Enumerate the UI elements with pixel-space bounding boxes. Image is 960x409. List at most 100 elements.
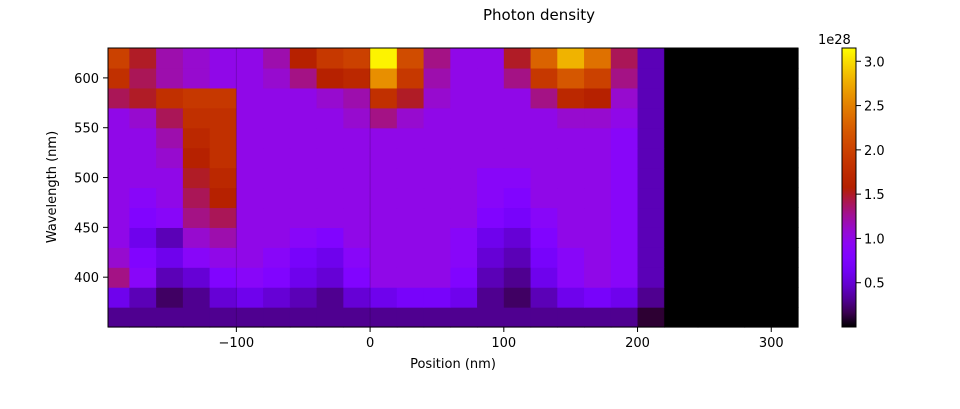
heatmap-cell	[316, 107, 344, 129]
heatmap-cell	[343, 67, 371, 89]
colorbar-gradient	[841, 47, 857, 328]
heatmap-cell	[209, 307, 237, 328]
heatmap-cell	[530, 67, 558, 89]
heatmap-cell	[209, 127, 237, 149]
heatmap-cell	[236, 287, 264, 308]
heatmap-cell	[182, 167, 211, 189]
heatmap-cell	[129, 247, 157, 268]
heatmap-cell	[316, 207, 344, 228]
heatmap-cell	[209, 187, 237, 209]
heatmap-cell	[610, 67, 639, 89]
heatmap-cell	[396, 147, 425, 169]
heatmap-cell	[530, 147, 558, 169]
heatmap-cell	[316, 48, 344, 69]
heatmap-cell	[610, 247, 639, 268]
heatmap-cell	[129, 207, 157, 228]
heatmap-cell	[503, 67, 532, 89]
heatmap-cell	[477, 147, 505, 169]
heatmap-cell	[108, 48, 130, 69]
heatmap-cell	[584, 307, 612, 328]
heatmap-cell	[664, 87, 699, 109]
heatmap-cell	[697, 67, 746, 89]
heatmap-cell	[370, 307, 398, 328]
heatmap-cell	[697, 247, 746, 268]
heatmap-cell	[108, 67, 130, 89]
heatmap-cell	[370, 227, 398, 248]
heatmap-cell	[664, 307, 699, 328]
heatmap-cell	[263, 107, 291, 129]
heatmap-cell	[343, 247, 371, 268]
heatmap-cell	[477, 267, 505, 288]
heatmap-cell	[744, 247, 799, 268]
heatmap-cell	[697, 127, 746, 149]
heatmap-cell	[289, 147, 318, 169]
heatmap-cell	[108, 227, 130, 248]
heatmap-cell	[423, 187, 451, 209]
heatmap-cell	[289, 267, 318, 288]
heatmap-cell	[503, 287, 532, 308]
heatmap-cell	[236, 107, 264, 129]
y-axis-label: Wavelength (nm)	[45, 131, 60, 243]
heatmap-cell	[396, 107, 425, 129]
heatmap-cell	[370, 187, 398, 209]
heatmap-cell	[343, 267, 371, 288]
heatmap-cell	[584, 207, 612, 228]
heatmap-cell	[129, 227, 157, 248]
heatmap-cell	[423, 207, 451, 228]
heatmap-cell	[503, 187, 532, 209]
heatmap-cell	[450, 187, 478, 209]
heatmap-cell	[744, 167, 799, 189]
heatmap-cell	[664, 107, 699, 129]
heatmap-cell	[450, 107, 478, 129]
heatmap-cell	[263, 48, 291, 69]
heatmap-cell	[477, 307, 505, 328]
heatmap-cell	[316, 287, 344, 308]
heatmap-cell	[744, 87, 799, 109]
heatmap-cell	[530, 227, 558, 248]
heatmap-cell	[557, 227, 585, 248]
heatmap-cell	[584, 107, 612, 129]
heatmap-cell	[664, 287, 699, 308]
heatmap-cell	[289, 227, 318, 248]
heatmap-cell	[289, 107, 318, 129]
heatmap-cell	[129, 87, 157, 109]
heatmap-cell	[423, 167, 451, 189]
heatmap-cell	[557, 87, 585, 109]
heatmap-cell	[289, 247, 318, 268]
heatmap-cell	[182, 87, 211, 109]
heatmap-cell	[108, 167, 130, 189]
heatmap-cell	[182, 287, 211, 308]
heatmap-cell	[584, 227, 612, 248]
heatmap-cell	[108, 127, 130, 149]
heatmap-cell	[610, 167, 639, 189]
heatmap-cell	[343, 107, 371, 129]
heatmap-cell	[289, 167, 318, 189]
heatmap-cell	[664, 167, 699, 189]
heatmap-cell	[557, 48, 585, 69]
heatmap-cell	[423, 267, 451, 288]
heatmap-cell	[744, 48, 799, 69]
heatmap-cell	[209, 67, 237, 89]
heatmap-cell	[396, 247, 425, 268]
heatmap-cell	[263, 187, 291, 209]
heatmap-cell	[316, 127, 344, 149]
heatmap-cell	[263, 127, 291, 149]
heatmap-cell	[477, 87, 505, 109]
heatmap-cell	[182, 267, 211, 288]
heatmap-cell	[396, 87, 425, 109]
heatmap-cell	[289, 307, 318, 328]
heatmap-cell	[530, 307, 558, 328]
heatmap-cell	[450, 307, 478, 328]
y-tick-label: 450	[74, 221, 99, 236]
heatmap-cell	[697, 227, 746, 248]
heatmap-cell	[209, 207, 237, 228]
heatmap-cell	[423, 147, 451, 169]
heatmap-cell	[503, 127, 532, 149]
heatmap-cell	[289, 67, 318, 89]
heatmap-cell	[557, 247, 585, 268]
heatmap-cell	[584, 127, 612, 149]
heatmap-cell	[129, 287, 157, 308]
heatmap-cell	[343, 187, 371, 209]
heatmap-cell	[503, 87, 532, 109]
heatmap-cell	[744, 307, 799, 328]
